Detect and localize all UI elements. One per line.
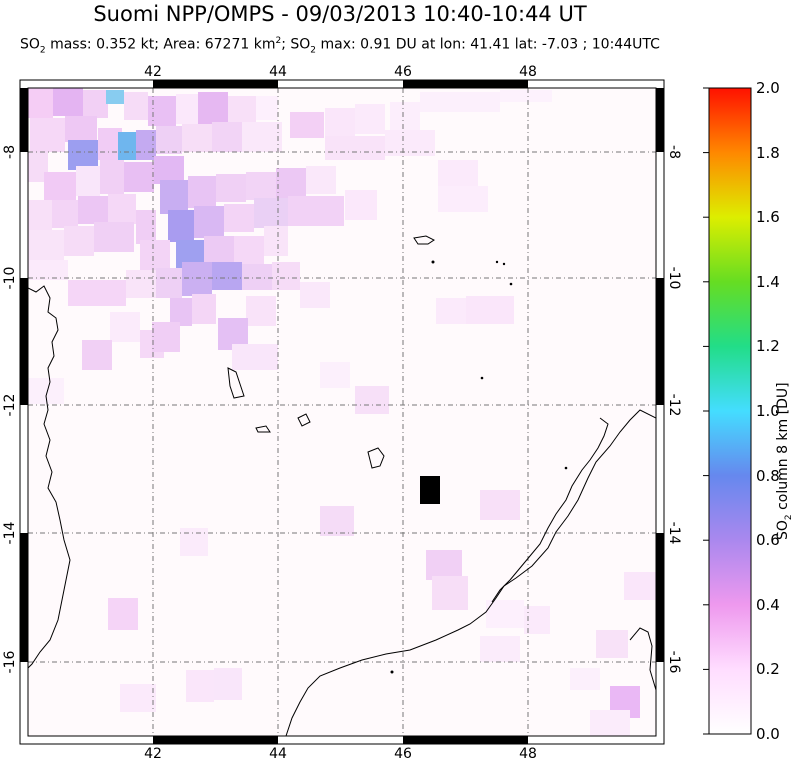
lat-labels: -8 -10 -12 -14 -16 -8 -10 -12 -14 -16 — [2, 145, 682, 674]
aldabra — [413, 235, 435, 245]
comoros-anjouan — [297, 413, 311, 427]
map-subtitle: SO2 mass: 0.352 kt; Area: 67271 km2; SO2… — [20, 36, 660, 56]
lat-left--12: -12 — [2, 394, 18, 417]
lon-top-48: 48 — [519, 64, 537, 80]
lon-bottom-42: 42 — [144, 746, 162, 759]
mozambique-south-coast — [491, 417, 609, 603]
cbar-tick-1.0: 1.0 — [756, 402, 780, 420]
so2-pixels — [28, 88, 656, 736]
lon-top-44: 44 — [269, 64, 287, 80]
lon-bottom-46: 46 — [394, 746, 412, 759]
coastlines — [28, 235, 656, 736]
lat-left--8: -8 — [2, 145, 18, 159]
lat-left--14: -14 — [2, 521, 18, 544]
cbar-tick-2.0: 2.0 — [756, 79, 780, 97]
lat-left--10: -10 — [2, 267, 18, 290]
cbar-tick-0.6: 0.6 — [756, 531, 780, 549]
lat-right--8: -8 — [666, 145, 682, 159]
lon-bottom-44: 44 — [269, 746, 287, 759]
colorbar-label: SO2 column 8 km [DU] — [775, 382, 794, 540]
lat-right--16: -16 — [666, 651, 682, 674]
map-title: Suomi NPP/OMPS - 09/03/2013 10:40-10:44 … — [93, 2, 587, 26]
madagascar-north — [285, 409, 656, 736]
mozambique-coast — [28, 285, 71, 669]
small-islets — [390, 260, 568, 674]
lon-top-46: 46 — [394, 64, 412, 80]
cbar-tick-1.8: 1.8 — [756, 144, 780, 162]
comoros-moheli — [255, 425, 271, 433]
cbar-tick-0.4: 0.4 — [756, 596, 780, 614]
lat-right--12: -12 — [666, 394, 682, 417]
lat-left--16: -16 — [2, 650, 18, 673]
cbar-tick-0.8: 0.8 — [756, 467, 780, 485]
cbar-tick-1.2: 1.2 — [756, 337, 780, 355]
madagascar-east-edge — [629, 627, 656, 691]
lat-right--14: -14 — [666, 522, 682, 545]
cbar-tick-1.4: 1.4 — [756, 273, 780, 291]
map-frame — [19, 79, 665, 745]
lat-right--10: -10 — [666, 267, 682, 290]
cbar-tick-1.6: 1.6 — [756, 208, 780, 226]
cbar-tick-0.0: 0.0 — [756, 725, 780, 743]
colorbar: 2.0 1.8 1.6 1.4 1.2 1.0 0.8 0.6 0.4 0.2 … — [703, 79, 780, 743]
colorbar-gradient — [708, 87, 752, 735]
lon-labels: 42 44 46 48 42 44 46 48 — [144, 64, 537, 759]
gridlines — [28, 88, 656, 736]
lon-top-42: 42 — [144, 64, 162, 80]
comoros-grande — [227, 367, 245, 399]
lon-bottom-48: 48 — [519, 746, 537, 759]
cbar-tick-0.2: 0.2 — [756, 660, 780, 678]
mayotte — [367, 447, 385, 469]
